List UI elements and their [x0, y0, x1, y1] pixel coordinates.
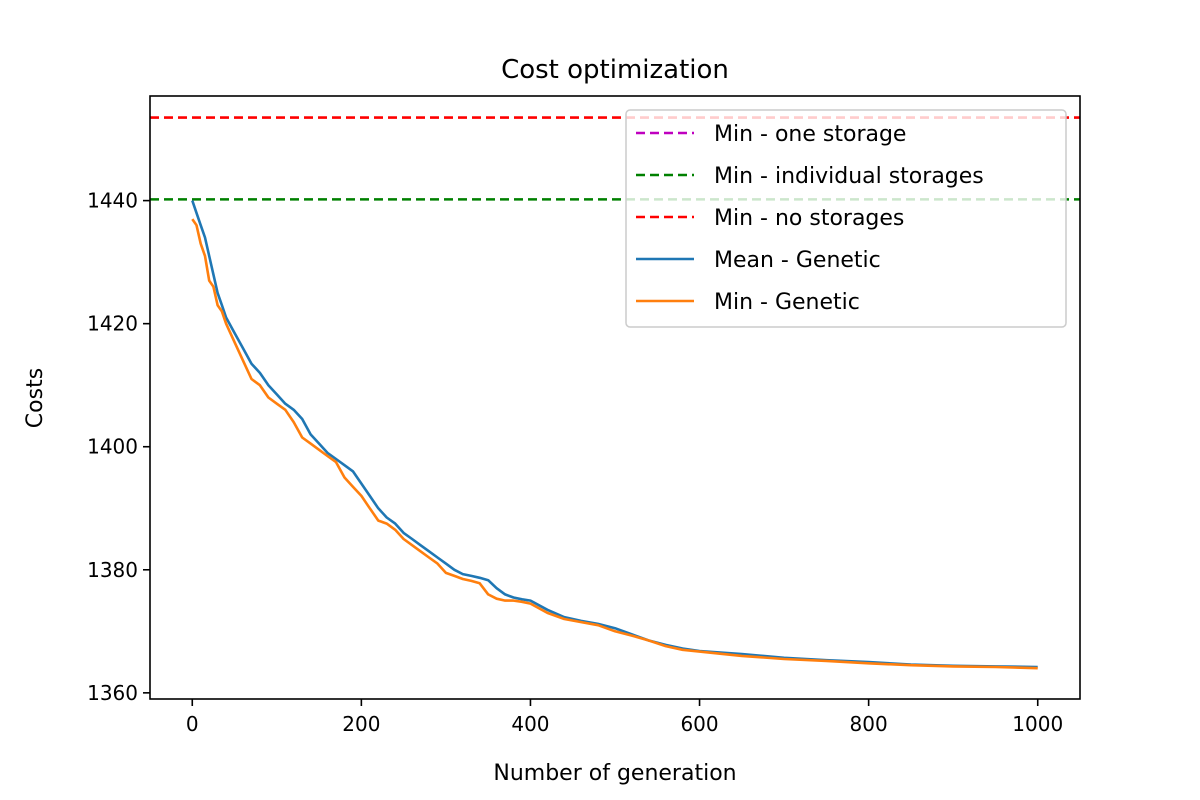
- series-lines: [191, 200, 1038, 670]
- chart-title: Cost optimization: [501, 55, 729, 85]
- y-tick-label: 1380: [87, 558, 138, 582]
- series-line: [191, 218, 1038, 670]
- x-axis-ticks: 0 200 400 600 800 1000: [186, 699, 1063, 736]
- legend-entry-label: Min - one storage: [714, 122, 906, 147]
- x-tick-label: 800: [850, 712, 888, 736]
- legend-entry-label: Min - Genetic: [714, 290, 860, 315]
- x-tick-label: 0: [186, 712, 199, 736]
- legend: Min - one storage Min - individual storag…: [625, 109, 1067, 328]
- y-tick-label: 1420: [87, 312, 138, 336]
- x-tick-label: 1000: [1012, 712, 1063, 736]
- x-tick-label: 400: [511, 712, 549, 736]
- x-axis-label: Number of generation: [493, 761, 736, 786]
- y-tick-label: 1400: [87, 435, 138, 459]
- legend-box: [625, 109, 1067, 328]
- x-tick-label: 200: [342, 712, 380, 736]
- legend-entry-label: Min - no storages: [714, 206, 904, 231]
- y-tick-label: 1360: [87, 681, 138, 705]
- y-axis-label: Costs: [23, 368, 48, 428]
- axes-frame: [149, 95, 1081, 700]
- legend-entry-label: Min - individual storages: [714, 164, 984, 189]
- y-axis-ticks: 1360 1380 1400 1420 1440: [87, 189, 150, 705]
- y-tick-label: 1440: [87, 189, 138, 213]
- legend-entry-label: Mean - Genetic: [714, 248, 881, 273]
- x-tick-label: 600: [680, 712, 718, 736]
